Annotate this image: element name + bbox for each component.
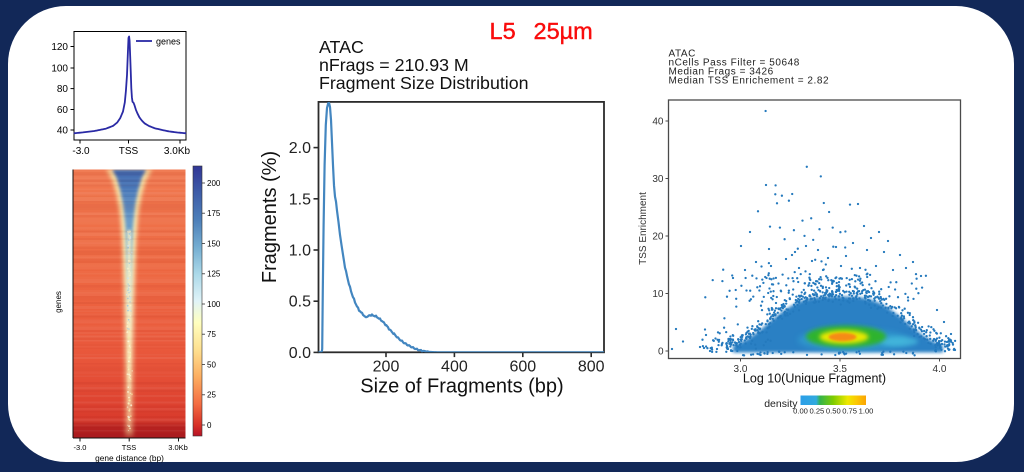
svg-text:0.5: 0.5 [289, 294, 311, 311]
svg-text:ATAC: ATAC [669, 48, 696, 59]
svg-text:gene distance (bp): gene distance (bp) [95, 453, 164, 463]
svg-text:3.5: 3.5 [833, 364, 847, 375]
svg-text:400: 400 [441, 359, 468, 376]
svg-text:TSS: TSS [122, 443, 137, 452]
svg-text:Size of Fragments (bp): Size of Fragments (bp) [360, 376, 563, 398]
svg-text:800: 800 [578, 359, 605, 376]
svg-text:3.0: 3.0 [734, 364, 748, 375]
svg-text:genes: genes [54, 291, 63, 313]
svg-text:Log 10(Unique Fragment): Log 10(Unique Fragment) [743, 372, 886, 386]
svg-text:Fragment Size Distribution: Fragment Size Distribution [319, 73, 529, 93]
svg-text:100: 100 [207, 300, 221, 309]
svg-text:10: 10 [652, 289, 664, 300]
svg-text:1.00: 1.00 [859, 407, 874, 416]
svg-text:Median Frags = 3426: Median Frags = 3426 [669, 67, 774, 78]
svg-text:genes: genes [156, 37, 181, 47]
svg-text:0: 0 [658, 347, 664, 358]
svg-text:density: density [764, 398, 798, 410]
svg-text:200: 200 [373, 359, 400, 376]
svg-text:0.75: 0.75 [842, 407, 857, 416]
svg-text:3.0Kb: 3.0Kb [164, 146, 191, 157]
svg-text:nCells Pass Filter = 50648: nCells Pass Filter = 50648 [669, 58, 800, 69]
svg-text:TSS Enrichment: TSS Enrichment [638, 192, 649, 265]
svg-text:40: 40 [652, 117, 664, 128]
svg-text:200: 200 [207, 179, 221, 188]
svg-text:0.00: 0.00 [793, 407, 808, 416]
svg-text:-3.0: -3.0 [72, 146, 90, 157]
svg-text:2.0: 2.0 [289, 140, 311, 157]
svg-text:0.50: 0.50 [826, 407, 841, 416]
svg-text:75: 75 [207, 330, 216, 339]
svg-text:-3.0: -3.0 [74, 443, 87, 452]
svg-text:20: 20 [652, 232, 664, 243]
svg-text:ATAC: ATAC [319, 37, 364, 57]
svg-text:1.5: 1.5 [289, 191, 311, 208]
svg-text:80: 80 [57, 84, 69, 95]
svg-text:Median TSS Enrichement = 2.82: Median TSS Enrichement = 2.82 [669, 76, 830, 87]
svg-text:600: 600 [509, 359, 536, 376]
svg-text:30: 30 [652, 174, 664, 185]
svg-text:60: 60 [57, 105, 69, 116]
svg-text:125: 125 [207, 270, 221, 279]
svg-text:0.25: 0.25 [810, 407, 825, 416]
svg-text:4.0: 4.0 [933, 364, 947, 375]
svg-text:Fragments (%): Fragments (%) [259, 151, 281, 283]
svg-text:0: 0 [207, 421, 212, 430]
svg-text:120: 120 [51, 42, 68, 53]
svg-text:0.0: 0.0 [289, 345, 311, 362]
svg-text:1.0: 1.0 [289, 243, 311, 260]
svg-text:50: 50 [207, 360, 216, 369]
svg-text:nFrags = 210.93 M: nFrags = 210.93 M [319, 55, 469, 75]
svg-text:TSS: TSS [119, 146, 139, 157]
svg-text:100: 100 [51, 64, 68, 75]
svg-text:150: 150 [207, 239, 221, 248]
svg-text:175: 175 [207, 209, 221, 218]
svg-text:40: 40 [57, 126, 69, 137]
svg-text:3.0Kb: 3.0Kb [168, 443, 188, 452]
svg-text:25: 25 [207, 391, 216, 400]
